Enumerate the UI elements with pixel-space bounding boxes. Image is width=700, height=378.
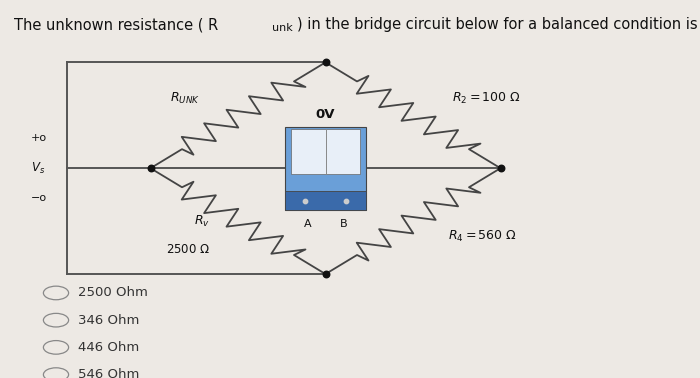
Text: $R_v$: $R_v$: [194, 214, 210, 229]
Text: The unknown resistance ( R: The unknown resistance ( R: [14, 17, 218, 32]
Point: [340, 198, 351, 204]
Text: 2500 Ohm: 2500 Ohm: [78, 287, 148, 299]
Point: [320, 59, 331, 65]
Text: $R_4 = 560\ \Omega$: $R_4 = 560\ \Omega$: [448, 229, 517, 244]
Point: [145, 165, 156, 171]
Bar: [286, 127, 365, 210]
Text: $R_2 = 100\ \Omega$: $R_2 = 100\ \Omega$: [452, 91, 521, 106]
Text: A: A: [304, 219, 312, 229]
Text: ) in the bridge circuit below for a balanced condition is: ) in the bridge circuit below for a bala…: [297, 17, 697, 32]
Text: −o: −o: [30, 194, 47, 203]
Text: 446 Ohm: 446 Ohm: [78, 341, 140, 354]
Bar: [286, 192, 365, 210]
Text: $V_s$: $V_s$: [32, 161, 46, 176]
Text: +o: +o: [30, 133, 47, 143]
Text: 546 Ohm: 546 Ohm: [78, 368, 140, 378]
Text: B: B: [340, 219, 347, 229]
Point: [300, 198, 311, 204]
Point: [320, 271, 331, 277]
Text: 346 Ohm: 346 Ohm: [78, 314, 140, 327]
Text: unk: unk: [272, 23, 293, 33]
Bar: [290, 129, 360, 174]
Text: 2500 $\Omega$: 2500 $\Omega$: [166, 243, 210, 256]
Point: [495, 165, 506, 171]
Text: $R_{UNK}$: $R_{UNK}$: [169, 91, 200, 106]
Text: 0V: 0V: [316, 108, 335, 121]
